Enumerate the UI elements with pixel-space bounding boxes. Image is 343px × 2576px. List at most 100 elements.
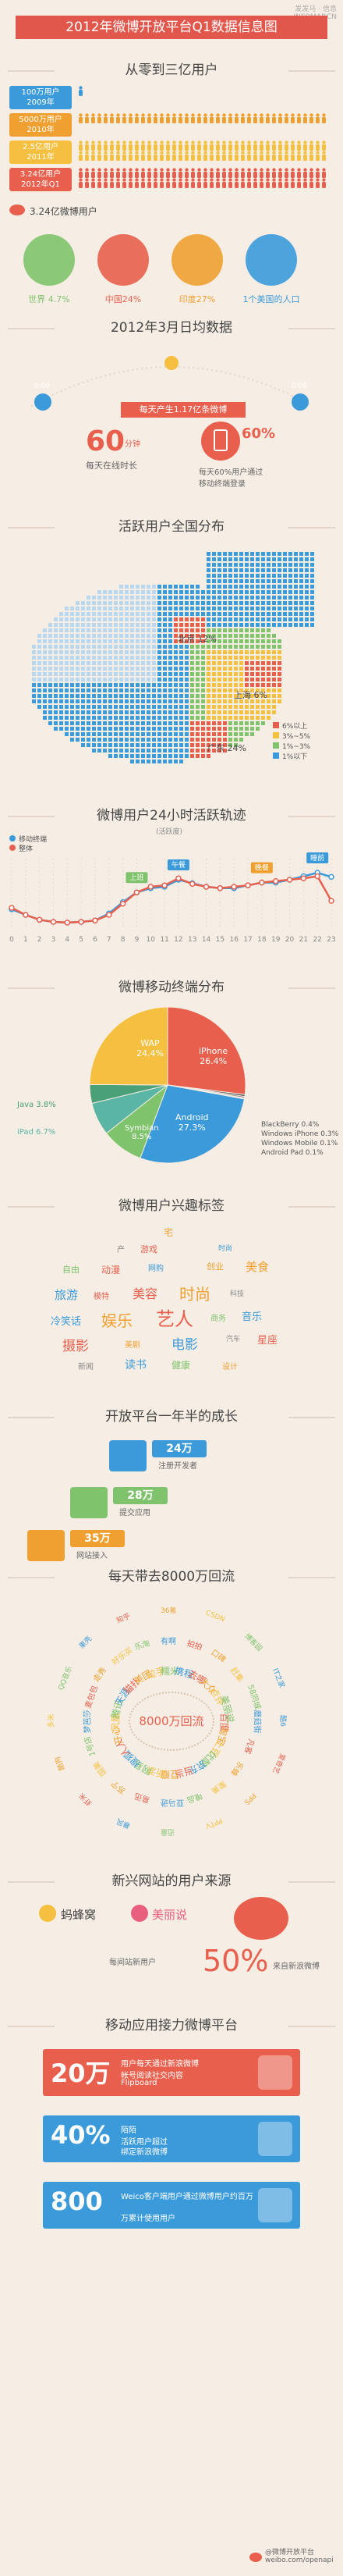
person-icon: [79, 151, 83, 161]
map-dot: [125, 683, 129, 687]
map-dot: [283, 568, 287, 572]
map-dot: [234, 688, 238, 692]
map-dot: [59, 639, 63, 643]
header: 发发马 · 信息 INFOMAP.CN 2012年微博开放平台Q1数据信息图: [0, 0, 343, 43]
map-dot: [196, 678, 200, 681]
map-dot: [179, 688, 183, 692]
map-dot: [278, 579, 281, 583]
map-dot: [267, 678, 271, 681]
map-dot: [196, 683, 200, 687]
map-dot: [196, 639, 200, 643]
map-dot: [228, 672, 232, 676]
growth-value-box: 35万: [70, 1530, 125, 1547]
map-dot: [278, 585, 281, 589]
map-dot: [119, 705, 123, 709]
map-dot: [267, 617, 271, 621]
map-dot: [174, 617, 178, 621]
map-dot: [119, 601, 123, 605]
map-dot: [136, 596, 140, 600]
map-dot: [256, 694, 260, 698]
map-dot: [207, 667, 210, 671]
map-dot: [147, 607, 150, 610]
map-dot: [272, 694, 276, 698]
pie-other-label: Android Pad 0.1%: [261, 1149, 324, 1157]
x-tick-label: 22: [313, 936, 321, 944]
people-row: [78, 141, 332, 161]
map-dot: [108, 694, 112, 698]
map-dot: [299, 552, 303, 556]
person-icon: [141, 113, 145, 123]
map-dot: [168, 705, 172, 709]
x-tick-label: 5: [79, 936, 83, 944]
time-left: 0:00: [34, 382, 51, 390]
map-dot: [267, 667, 271, 671]
map-dot: [76, 634, 80, 638]
map-dot: [157, 727, 161, 731]
map-dot: [119, 732, 123, 736]
map-dot: [103, 738, 107, 742]
legend-label: 移动终端: [19, 836, 48, 844]
map-dot: [196, 727, 200, 731]
map-dot: [87, 596, 90, 600]
map-dot: [37, 699, 41, 703]
map-dot: [125, 710, 129, 714]
map-dot: [261, 579, 265, 583]
map-dot: [168, 661, 172, 665]
map-dot: [174, 645, 178, 649]
person-icon: [141, 141, 145, 151]
map-dot: [185, 607, 189, 610]
person-icon: [179, 178, 182, 188]
interest-tag: 商务: [210, 1315, 226, 1323]
map-dot: [92, 628, 96, 632]
person-icon: [253, 168, 257, 178]
map-dot: [114, 716, 118, 720]
map-dot: [108, 639, 112, 643]
map-dot: [87, 683, 90, 687]
map-dot: [70, 738, 74, 742]
map-dot: [228, 688, 232, 692]
map-dot: [136, 721, 140, 725]
person-icon: [203, 168, 207, 178]
map-dot: [87, 721, 90, 725]
interest-tag: 时尚: [179, 1285, 210, 1304]
map-dot: [81, 743, 85, 747]
person-icon: [253, 141, 257, 151]
map-dot: [157, 694, 161, 698]
interest-tag: 健康: [172, 1360, 191, 1371]
x-tick-label: 19: [271, 936, 281, 944]
person-icon: [160, 151, 164, 161]
section-title-daily: 2012年3月日均数据: [0, 316, 343, 340]
person-icon: [79, 178, 83, 188]
map-dot: [256, 710, 260, 714]
map-dot: [185, 699, 189, 703]
map-dot: [179, 634, 183, 638]
map-dot: [152, 738, 156, 742]
map-dot: [288, 617, 292, 621]
legend-item: 3%~5%: [273, 732, 310, 742]
map-dot: [32, 678, 36, 681]
map-dot: [97, 645, 101, 649]
map-dot: [299, 585, 303, 589]
map-dot: [152, 672, 156, 676]
map-dot: [283, 596, 287, 600]
traffic-radial: 百度 淘宝 土豆 优酷 京东 当当 豆瓣 新浪 网易 搜狐 人人 开心 凤凰 腾讯 天涯 猫扑 美团 拉手 糯米 携程…: [31, 1592, 312, 1850]
map-dot: [136, 585, 140, 589]
person-icon: [116, 178, 120, 188]
map-dot: [125, 699, 129, 703]
pie-label-android: Android 27.3%: [175, 1112, 209, 1133]
map-dot: [59, 617, 63, 621]
map-dot: [278, 645, 281, 649]
map-dot: [250, 596, 254, 600]
site-label: IT之家: [270, 1667, 285, 1690]
map-dot: [76, 612, 80, 616]
map-dot: [147, 628, 150, 632]
map-dot: [234, 579, 238, 583]
map-dot: [92, 716, 96, 720]
map-dot: [114, 727, 118, 731]
map-dot: [130, 760, 134, 763]
person-icon: [260, 168, 263, 178]
map-dot: [141, 634, 145, 638]
interest-tag: 宅: [164, 1227, 174, 1238]
map-dot: [212, 634, 216, 638]
map-dot: [114, 623, 118, 627]
